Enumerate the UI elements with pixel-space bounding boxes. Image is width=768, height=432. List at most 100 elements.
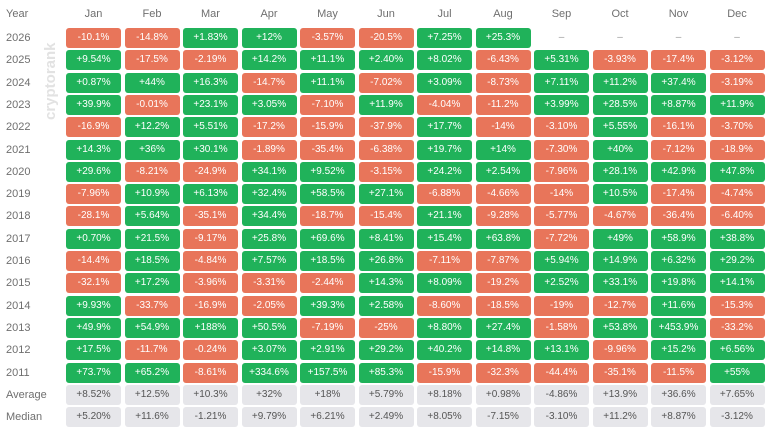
return-cell-2022-jul: +17.7% — [417, 117, 472, 138]
return-cell-2019-mar: +6.13% — [183, 184, 238, 205]
return-cell-average-jul: +8.18% — [417, 384, 472, 405]
month-header-mar: Mar — [201, 8, 220, 20]
return-cell-2025-apr: +14.2% — [241, 50, 297, 71]
return-cell-2025-aug: -6.43% — [475, 50, 531, 71]
return-cell-2012-jan: +17.5% — [66, 340, 121, 361]
return-cell-2025-sep: +5.31% — [534, 50, 589, 71]
return-cell-2011-may: +157.5% — [300, 362, 355, 383]
row-label-2020: 2020 — [6, 165, 31, 178]
row-label-2015: 2015 — [6, 277, 31, 290]
return-cell-2023-mar: +23.1% — [183, 94, 238, 115]
return-cell-2013-jul: +8.80% — [417, 317, 472, 338]
return-cell-2012-may: +2.91% — [300, 340, 355, 361]
return-cell-2026-nov: – — [675, 32, 682, 43]
row-label-2014: 2014 — [6, 299, 31, 312]
row-label-2011: 2011 — [6, 366, 30, 379]
return-cell-2012-sep: +13.1% — [534, 340, 589, 361]
return-cell-2013-apr: +50.5% — [241, 317, 297, 338]
row-label-2018: 2018 — [6, 210, 31, 223]
return-cell-median-sep: -3.10% — [534, 407, 589, 428]
row-label-2019: 2019 — [6, 188, 31, 201]
return-cell-2025-mar: -2.19% — [183, 50, 238, 71]
return-cell-2012-jul: +40.2% — [417, 340, 472, 361]
row-label-2024: 2024 — [6, 76, 31, 89]
return-cell-2026-aug: +25.3% — [475, 28, 531, 48]
return-cell-2019-jul: -6.88% — [417, 184, 472, 205]
return-cell-2017-may: +69.6% — [300, 228, 355, 249]
return-cell-2012-jun: +29.2% — [358, 340, 414, 361]
return-cell-average-may: +18% — [300, 384, 355, 405]
return-cell-2021-apr: -1.89% — [241, 139, 297, 160]
return-cell-2018-oct: -4.67% — [592, 206, 648, 227]
return-cell-2012-feb: -11.7% — [124, 340, 180, 361]
return-cell-2021-jun: -6.38% — [358, 139, 414, 160]
return-cell-2024-nov: +37.4% — [651, 72, 706, 93]
return-cell-2021-oct: +40% — [592, 139, 648, 160]
return-cell-2018-may: -18.7% — [300, 206, 355, 227]
return-cell-2025-oct: -3.93% — [592, 50, 648, 71]
return-cell-2014-sep: -19% — [534, 295, 589, 316]
return-cell-2023-feb: -0.01% — [124, 94, 180, 115]
return-cell-2017-dec: +38.8% — [709, 228, 765, 249]
return-cell-2013-may: -7.19% — [300, 317, 355, 338]
return-cell-2024-mar: +16.3% — [183, 72, 238, 93]
return-cell-2016-jul: -7.11% — [417, 251, 472, 271]
return-cell-2026-jul: +7.25% — [417, 28, 472, 48]
return-cell-2024-oct: +11.2% — [592, 72, 648, 93]
return-cell-2022-oct: +5.55% — [592, 117, 648, 138]
return-cell-2015-jul: +8.09% — [417, 273, 472, 294]
return-cell-median-aug: -7.15% — [475, 407, 531, 428]
return-cell-2011-sep: -44.4% — [534, 362, 589, 383]
return-cell-2018-mar: -35.1% — [183, 206, 238, 227]
return-cell-2014-apr: -2.05% — [241, 295, 297, 316]
return-cell-2023-jun: +11.9% — [358, 94, 414, 115]
return-cell-2026-may: -3.57% — [300, 28, 355, 48]
return-cell-2018-feb: +5.64% — [124, 206, 180, 227]
return-cell-2016-jun: +26.8% — [358, 251, 414, 271]
month-header-may: May — [317, 8, 338, 20]
return-cell-2023-oct: +28.5% — [592, 94, 648, 115]
return-cell-2015-jan: -32.1% — [66, 273, 121, 294]
return-cell-median-jun: +2.49% — [358, 407, 414, 428]
return-cell-2015-jun: +14.3% — [358, 273, 414, 294]
return-cell-2023-sep: +3.99% — [534, 94, 589, 115]
return-cell-2016-apr: +7.57% — [241, 251, 297, 271]
return-cell-2018-jan: -28.1% — [66, 206, 121, 227]
return-cell-2025-nov: -17.4% — [651, 50, 706, 71]
return-cell-2018-aug: -9.28% — [475, 206, 531, 227]
return-cell-2016-dec: +29.2% — [709, 251, 765, 271]
return-cell-2011-apr: +334.6% — [241, 362, 297, 383]
return-cell-2011-jun: +85.3% — [358, 362, 414, 383]
return-cell-2019-oct: +10.5% — [592, 184, 648, 205]
return-cell-2020-aug: +2.54% — [475, 161, 531, 182]
return-cell-2017-oct: +49% — [592, 228, 648, 249]
return-cell-2021-jan: +14.3% — [66, 139, 121, 160]
return-cell-2026-oct: – — [617, 32, 623, 43]
return-cell-2012-oct: -9.96% — [592, 340, 648, 361]
return-cell-2022-may: -15.9% — [300, 117, 355, 138]
return-cell-2011-dec: +55% — [709, 362, 765, 383]
return-cell-2023-may: -7.10% — [300, 94, 355, 115]
return-cell-2016-jan: -14.4% — [66, 251, 121, 271]
return-cell-2020-sep: -7.96% — [534, 161, 589, 182]
return-cell-2019-feb: +10.9% — [124, 184, 180, 205]
return-cell-2012-dec: +6.56% — [709, 340, 765, 361]
return-cell-2012-apr: +3.07% — [241, 340, 297, 361]
month-header-dec: Dec — [727, 8, 747, 20]
month-header-sep: Sep — [551, 8, 572, 20]
return-cell-2019-jun: +27.1% — [358, 184, 414, 205]
return-cell-2025-feb: -17.5% — [124, 50, 180, 71]
return-cell-average-jun: +5.79% — [358, 384, 414, 405]
return-cell-2016-sep: +5.94% — [534, 251, 589, 271]
return-cell-2011-jan: +73.7% — [66, 362, 121, 383]
return-cell-2011-aug: -32.3% — [475, 362, 531, 383]
return-cell-2019-nov: -17.4% — [651, 184, 706, 205]
return-cell-2024-aug: -8.73% — [475, 72, 531, 93]
return-cell-2019-may: +58.5% — [300, 184, 355, 205]
return-cell-2015-apr: -3.31% — [241, 273, 297, 294]
month-header-feb: Feb — [142, 8, 162, 20]
return-cell-2022-feb: +12.2% — [124, 117, 180, 138]
return-cell-2012-aug: +14.8% — [475, 340, 531, 361]
return-cell-2016-may: +18.5% — [300, 251, 355, 271]
